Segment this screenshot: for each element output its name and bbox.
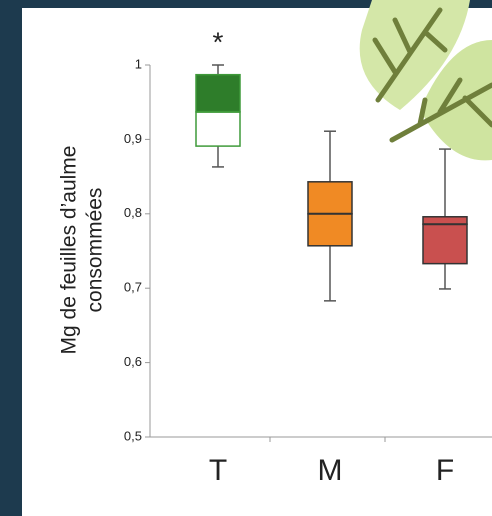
box-upper (195, 73, 241, 113)
x-tick-label: T (209, 454, 227, 487)
y-tick-label: 1 (135, 56, 142, 71)
y-axis-label: consommées (84, 188, 107, 313)
x-tick-label: M (318, 454, 343, 487)
y-tick-label: 0,7 (124, 280, 142, 295)
box-upper (307, 181, 353, 215)
y-axis-label: Mg de feuilles d’aulme (58, 146, 81, 355)
y-tick-label: 0,9 (124, 131, 142, 146)
box-lower (307, 213, 353, 247)
y-tick-label: 0,8 (124, 205, 142, 220)
box-upper (422, 216, 468, 225)
y-tick-label: 0,6 (124, 354, 142, 369)
x-tick-label: F (436, 454, 454, 487)
leaf-decoration (359, 0, 492, 161)
box-lower (195, 111, 241, 147)
box-lower (422, 223, 468, 265)
annotation: * (213, 26, 224, 57)
y-tick-label: 0,5 (124, 428, 142, 443)
